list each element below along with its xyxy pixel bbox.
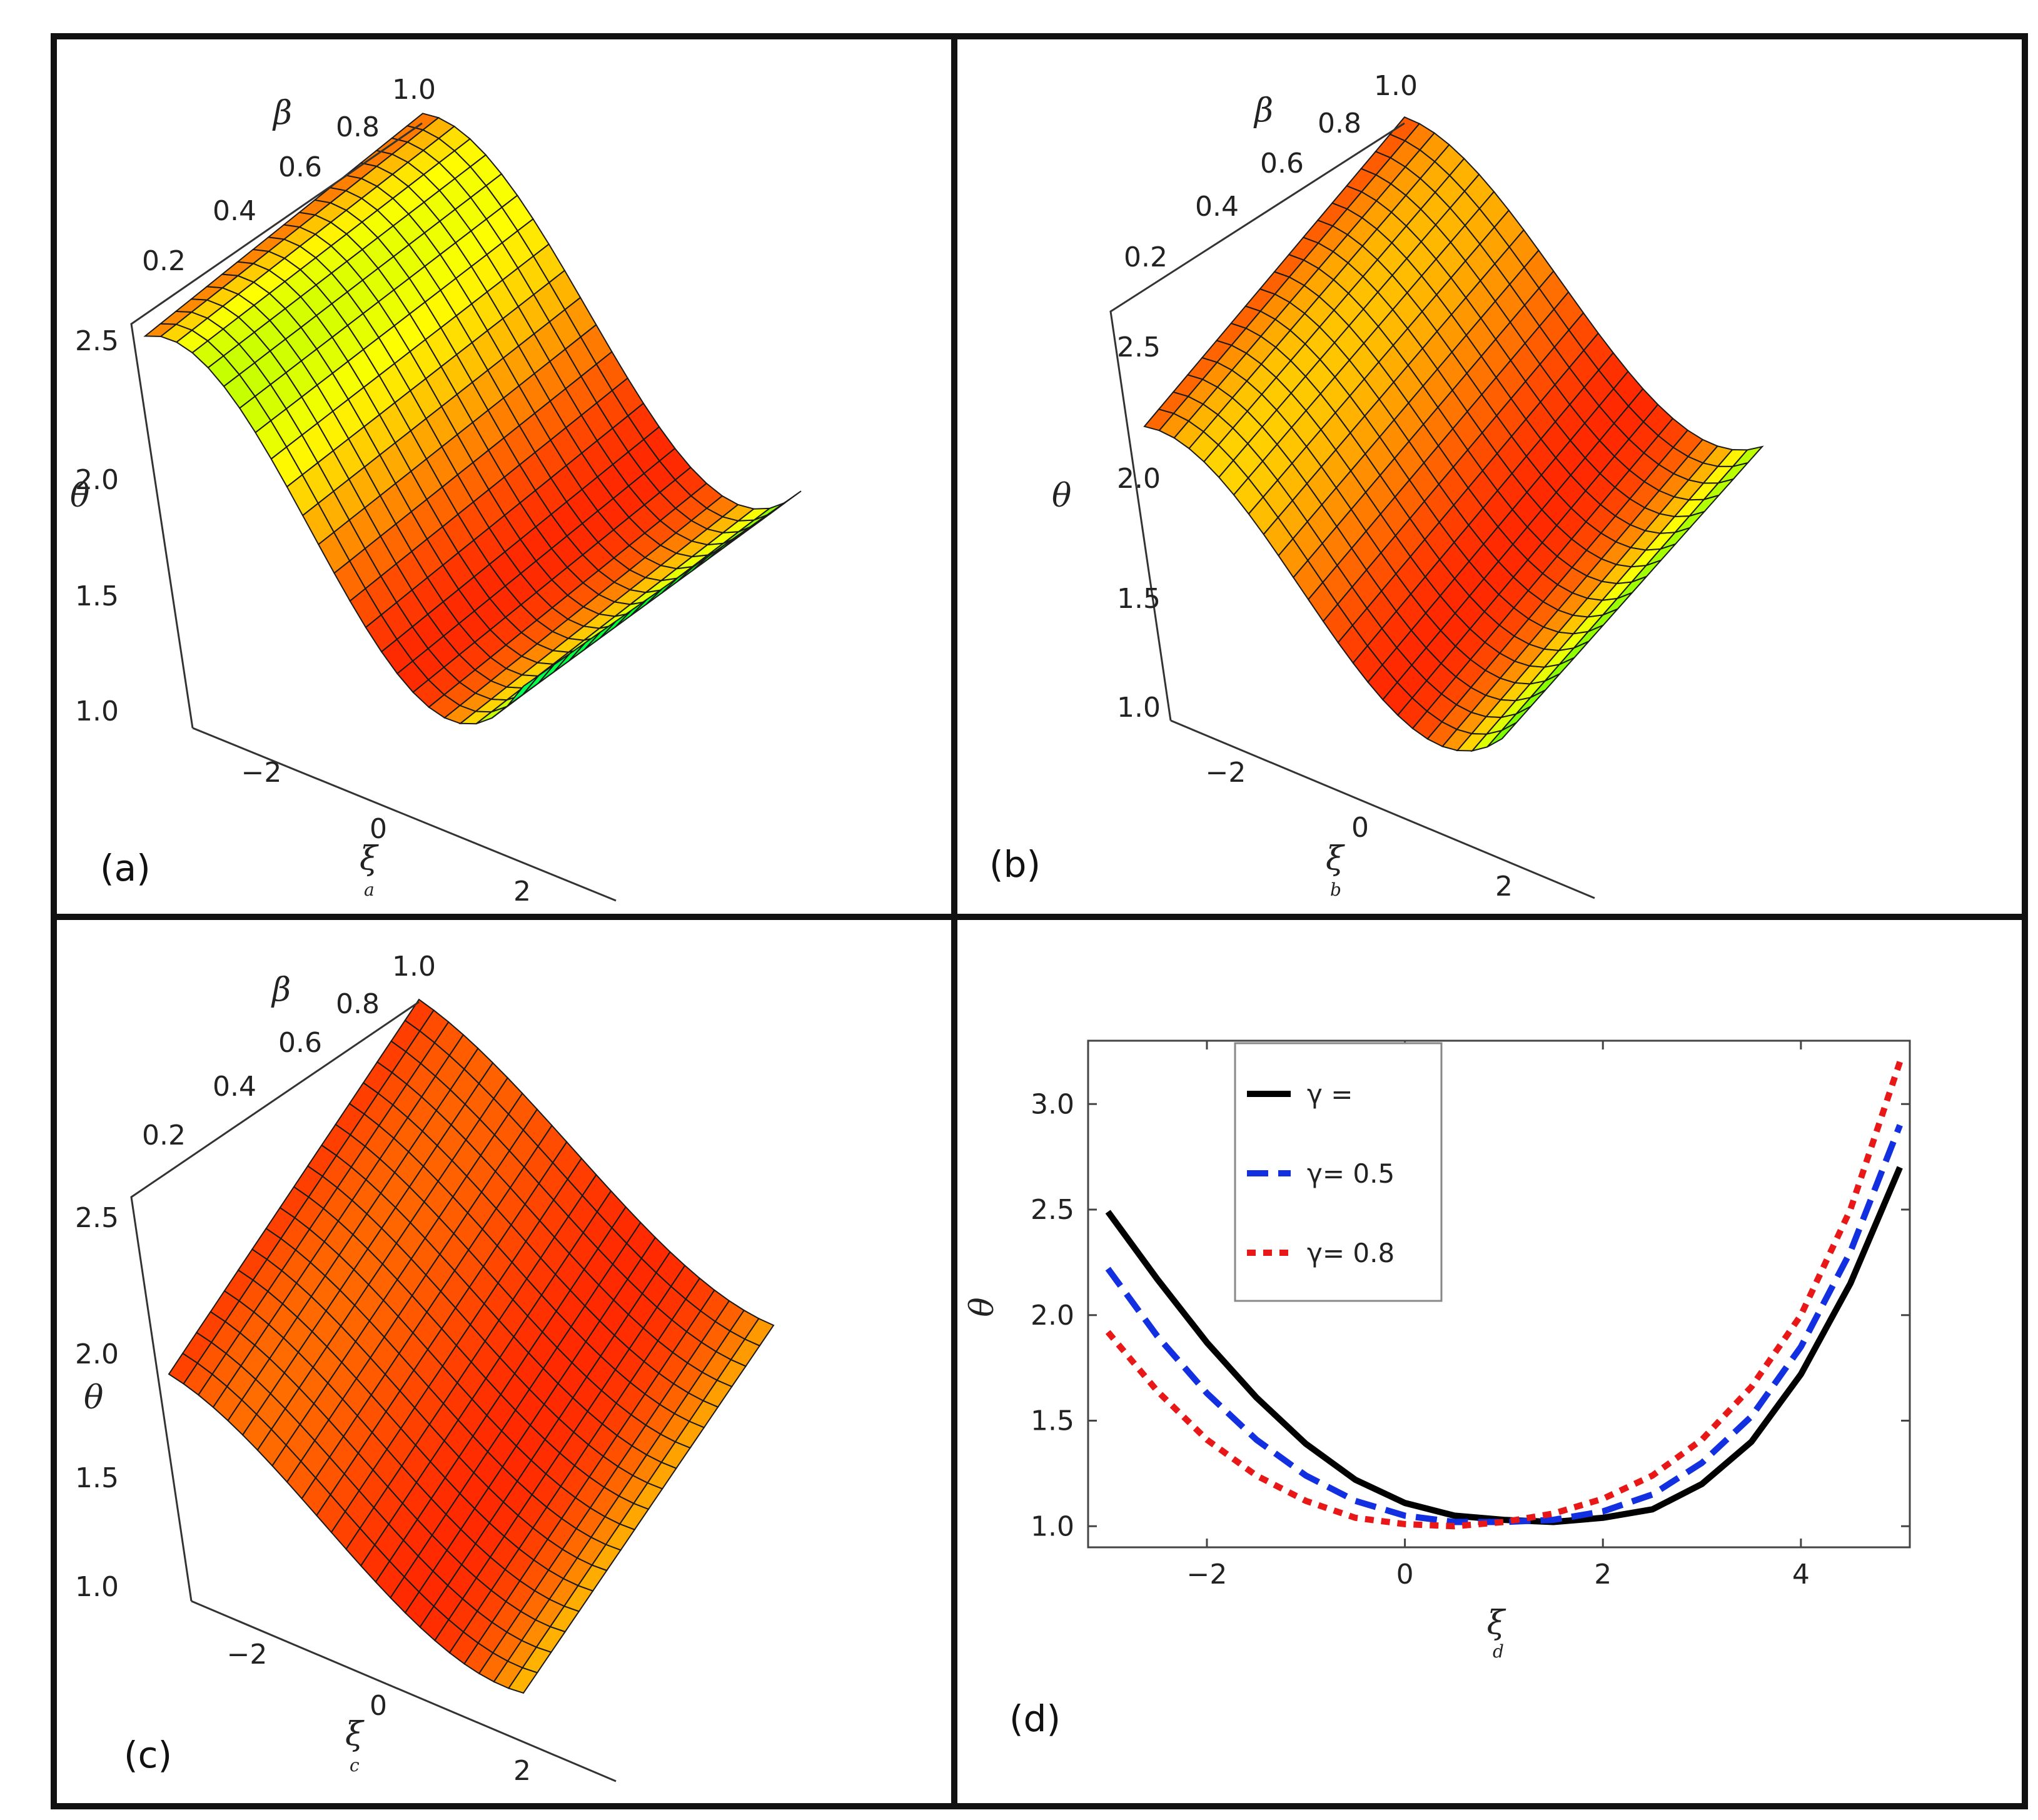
axes-box — [130, 1001, 617, 1782]
x-tick: −2 — [1206, 757, 1246, 789]
x-axis-sub-label: d — [1493, 1641, 1504, 1662]
x-tick: 2 — [513, 876, 531, 907]
x-tick: 2 — [513, 1755, 531, 1787]
axis-ticks: −2 0 2 4 1.0 1.5 2.0 2.5 3.0 — [1031, 1041, 1910, 1590]
series-lines — [1105, 1061, 1903, 1530]
y-axis-label: β — [1253, 92, 1273, 129]
panel-label: (b) — [989, 843, 1041, 886]
y-tick: 0.8 — [1318, 108, 1361, 139]
axes-box — [130, 122, 617, 902]
panel-label: (c) — [124, 1734, 172, 1776]
y-tick: 0.2 — [142, 1120, 186, 1151]
z-tick: 1.0 — [75, 1571, 119, 1603]
y-tick-label: 1.0 — [1031, 1510, 1074, 1542]
surface-cell — [1731, 445, 1764, 468]
z-tick: 2.0 — [1117, 463, 1161, 495]
z-tick: 1.0 — [1117, 692, 1161, 724]
z-tick: 1.0 — [75, 695, 119, 727]
y-tick: 0.4 — [213, 1071, 256, 1103]
x-tick-label: −2 — [1187, 1559, 1228, 1590]
legend-entry: γ= 0.5 — [1307, 1158, 1395, 1189]
y-tick: 0.6 — [1260, 148, 1304, 179]
panel-d-frame — [951, 914, 2028, 1809]
panel-label: (d) — [1009, 1697, 1061, 1740]
surface-mesh — [168, 998, 775, 1694]
x-axis-sub-label: b — [1330, 879, 1341, 900]
x-tick: 0 — [1351, 812, 1369, 844]
legend-entry: γ= 0.8 — [1307, 1238, 1395, 1268]
x-axis-label: ξ — [345, 1716, 365, 1753]
x-tick: −2 — [227, 1639, 268, 1671]
legend-box — [1234, 1042, 1443, 1302]
x-axis-sub-label: a — [364, 879, 375, 900]
line-chart-panel-d: −2 0 2 4 1.0 1.5 2.0 2.5 3.0 γ = γ= 0.5 γ= 0.8 θ… — [964, 1039, 1911, 1740]
axes-box — [1109, 122, 1595, 899]
z-tick: 2.5 — [1117, 331, 1161, 363]
y-tick: 0.8 — [336, 988, 380, 1020]
z-tick: 2.5 — [75, 1202, 119, 1234]
y-axis-label: β — [271, 971, 291, 1009]
x-axis-label: ξ — [1326, 840, 1345, 877]
panel-label: (a) — [100, 847, 151, 889]
legend-entry: γ = — [1307, 1079, 1353, 1110]
series-line-3 — [1105, 1061, 1903, 1530]
y-tick: 1.0 — [392, 74, 436, 106]
z-tick: 2.0 — [75, 464, 119, 496]
y-tick-label: 2.5 — [1031, 1194, 1074, 1226]
y-tick: 0.4 — [213, 195, 256, 227]
z-tick: 1.5 — [75, 580, 119, 612]
y-axis-label: β — [272, 94, 292, 132]
x-tick: −2 — [241, 757, 282, 789]
series-line-1 — [1105, 1166, 1903, 1525]
surface-cell — [744, 1317, 775, 1347]
x-tick: 0 — [370, 813, 387, 845]
plot-frame — [1087, 1039, 1911, 1549]
z-axis-label: θ — [84, 1379, 103, 1417]
x-tick: 0 — [370, 1690, 387, 1722]
z-axis-label: θ — [1052, 477, 1071, 515]
z-tick: 2.5 — [75, 325, 119, 357]
surface-mesh — [1143, 116, 1764, 752]
y-tick-label: 3.0 — [1031, 1088, 1074, 1120]
y-tick: 0.2 — [1124, 241, 1168, 273]
x-tick-label: 4 — [1792, 1559, 1810, 1590]
y-tick-label: 2.0 — [1031, 1300, 1074, 1332]
y-tick: 1.0 — [1374, 70, 1418, 102]
series-line-2 — [1105, 1124, 1903, 1525]
x-axis-sub-label: c — [350, 1755, 360, 1776]
surface-panel-c: −2 0 2 0.2 0.4 0.6 0.8 1.0 1.0 1.5 2.0 2… — [75, 951, 775, 1787]
y-tick: 0.4 — [1195, 191, 1239, 223]
x-tick-label: 0 — [1396, 1559, 1414, 1590]
x-tick: 2 — [1495, 871, 1513, 902]
surface-mesh — [143, 113, 802, 725]
y-tick: 0.6 — [278, 1027, 322, 1059]
surface-cell — [769, 490, 802, 515]
surface-panel-a: −2 0 2 0.2 0.4 0.6 0.8 1.0 1.0 1.5 2.0 2… — [70, 74, 802, 907]
y-tick: 0.8 — [336, 111, 380, 143]
x-tick-label: 2 — [1594, 1559, 1612, 1590]
z-axis-label: θ — [70, 477, 89, 515]
y-tick-label: 1.5 — [1031, 1405, 1074, 1437]
x-axis-label: ξ — [360, 840, 379, 877]
surface-panel-b: −2 0 2 0.2 0.4 0.6 0.8 1.0 1.0 1.5 2.0 2… — [989, 70, 1764, 902]
legend: γ = γ= 0.5 γ= 0.8 — [1234, 1042, 1443, 1302]
y-tick: 0.2 — [142, 245, 186, 277]
y-tick: 1.0 — [392, 951, 436, 983]
y-axis-label: θ — [964, 1297, 1001, 1317]
z-tick: 1.5 — [1117, 583, 1161, 615]
x-axis-label: ξ — [1487, 1604, 1506, 1642]
y-tick: 0.6 — [278, 151, 322, 183]
z-tick: 1.5 — [75, 1462, 119, 1494]
z-tick: 2.0 — [75, 1338, 119, 1370]
